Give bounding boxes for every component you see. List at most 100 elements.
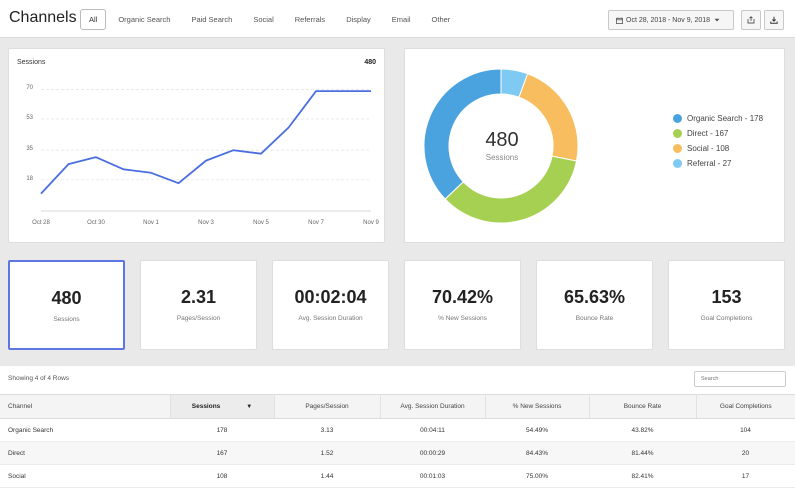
table-cell: 1.52 — [274, 441, 380, 465]
legend-item[interactable]: Social - 108 — [673, 141, 763, 156]
y-tick-label: 35 — [26, 146, 33, 153]
y-tick-label: 18 — [26, 175, 33, 182]
table-row[interactable]: Organic Search 178 3.13 00:04:11 54.49% … — [0, 418, 795, 442]
table-cell: 178 — [170, 418, 274, 442]
table-search-input[interactable] — [694, 371, 786, 387]
data-point[interactable] — [231, 147, 237, 153]
column-header-channel[interactable]: Channel — [0, 394, 171, 419]
table-cell: Organic Search — [0, 418, 170, 442]
table-cell: 108 — [170, 464, 274, 488]
metric-value: 480 — [51, 288, 82, 308]
tab-all[interactable]: All — [80, 9, 107, 30]
metric-label: Goal Completions — [700, 315, 753, 322]
column-header-bounce-rate[interactable]: Bounce Rate — [589, 394, 697, 419]
metric-card-bounce-rate[interactable]: 65.63% Bounce Rate — [536, 260, 653, 350]
export-button[interactable] — [741, 10, 761, 30]
data-point[interactable] — [121, 166, 127, 172]
metric-card-sessions[interactable]: 480 Sessions — [8, 260, 125, 350]
channel-donut-chart — [423, 68, 579, 224]
table-cell: 75.00% — [485, 464, 589, 488]
table-row[interactable]: Social 108 1.44 00:01:03 75.00% 82.41% 1… — [0, 464, 795, 488]
page-title: Channels — [9, 9, 77, 26]
top-bar: Channels All Organic Search Paid Search … — [0, 0, 795, 38]
x-tick-label: Oct 28 — [32, 220, 50, 226]
x-tick-label: Oct 30 — [87, 220, 105, 226]
column-header-label: Pages/Session — [305, 403, 349, 410]
data-point[interactable] — [203, 158, 209, 164]
legend-dot — [673, 144, 682, 153]
table-cell: 84.43% — [485, 441, 589, 465]
table-cell: 167 — [170, 441, 274, 465]
data-point[interactable] — [93, 154, 99, 160]
legend-label: Social - 108 — [687, 144, 730, 153]
tab-other[interactable]: Other — [431, 15, 451, 24]
column-header-label: Goal Completions — [719, 403, 772, 410]
legend-item[interactable]: Direct - 167 — [673, 126, 763, 141]
metric-card-avg-session-duration[interactable]: 00:02:04 Avg. Session Duration — [272, 260, 389, 350]
table-cell: 00:04:11 — [380, 418, 485, 442]
x-tick-label: Nov 5 — [253, 220, 269, 226]
metric-card-pages-session[interactable]: 2.31 Pages/Session — [140, 260, 257, 350]
table-row[interactable]: Direct 167 1.52 00:00:29 84.43% 81.44% 2… — [0, 441, 795, 465]
download-icon — [770, 16, 778, 24]
table-cell: Direct — [0, 441, 170, 465]
sessions-series-line[interactable] — [40, 90, 371, 195]
legend-item[interactable]: Referral - 27 — [673, 156, 763, 171]
table-cell: 54.49% — [485, 418, 589, 442]
channel-donut-card: 480 Sessions Organic Search - 178 Direct… — [404, 48, 785, 243]
download-button[interactable] — [764, 10, 784, 30]
column-header-label: % New Sessions — [512, 403, 562, 410]
data-point[interactable] — [341, 88, 347, 94]
metric-label: Sessions — [53, 316, 80, 323]
x-tick-label: Nov 1 — [143, 220, 159, 226]
legend-label: Organic Search - 178 — [687, 114, 764, 123]
data-point[interactable] — [66, 161, 72, 167]
donut-slice[interactable] — [444, 155, 578, 224]
data-point[interactable] — [258, 151, 264, 157]
data-point[interactable] — [368, 88, 374, 94]
y-tick-label: 53 — [26, 114, 33, 121]
y-tick-label: 70 — [26, 85, 33, 92]
channel-table: Channel Sessions ▼ Pages/Session Avg. Ses… — [0, 394, 795, 488]
legend-dot — [673, 129, 682, 138]
tab-paid-search[interactable]: Paid Search — [191, 15, 233, 24]
tab-display[interactable]: Display — [346, 15, 371, 24]
table-cell: 104 — [696, 418, 795, 442]
tab-referrals[interactable]: Referrals — [294, 15, 326, 24]
column-header-pages-session[interactable]: Pages/Session — [274, 394, 381, 419]
column-header-avg-session-duration[interactable]: Avg. Session Duration — [380, 394, 486, 419]
channel-table-section: Showing 4 of 4 Rows Channel Sessions ▼ Pa… — [0, 366, 795, 492]
tab-email[interactable]: Email — [391, 15, 411, 24]
data-point[interactable] — [38, 191, 44, 197]
column-header-new-sessions[interactable]: % New Sessions — [485, 394, 590, 419]
table-cell: 00:00:29 — [380, 441, 485, 465]
x-tick-label: Nov 3 — [198, 220, 214, 226]
date-range-picker[interactable]: Oct 28, 2018 - Nov 9, 2018 — [608, 10, 734, 30]
metric-card-new-sessions[interactable]: 70.42% % New Sessions — [404, 260, 521, 350]
table-cell: Social — [0, 464, 170, 488]
sessions-line-chart-card: Sessions 480 70 53 35 18 Oct 28 Oct 30 Nov 1 N… — [8, 48, 385, 243]
table-cell: 43.82% — [589, 418, 696, 442]
column-header-goal-completions[interactable]: Goal Completions — [696, 394, 795, 419]
table-cell: 3.13 — [274, 418, 380, 442]
data-point[interactable] — [176, 180, 182, 186]
legend-item[interactable]: Organic Search - 178 — [673, 111, 763, 126]
table-cell: 17 — [696, 464, 795, 488]
data-point[interactable] — [313, 88, 319, 94]
x-tick-label: Nov 9 — [363, 220, 379, 226]
data-point[interactable] — [148, 170, 154, 176]
donut-slice[interactable] — [423, 68, 502, 200]
tab-organic-search[interactable]: Organic Search — [118, 15, 171, 24]
metric-card-goal-completions[interactable]: 153 Goal Completions — [668, 260, 785, 350]
metric-label: Pages/Session — [176, 315, 221, 322]
legend-label: Direct - 167 — [687, 129, 729, 138]
data-point[interactable] — [286, 125, 292, 131]
metric-value: 00:02:04 — [294, 287, 367, 307]
legend-dot — [673, 159, 682, 168]
metric-label: Bounce Rate — [575, 315, 614, 322]
column-header-label: Avg. Session Duration — [400, 403, 465, 410]
metric-value: 70.42% — [431, 287, 494, 307]
tab-social[interactable]: Social — [253, 15, 274, 24]
metric-label: Avg. Session Duration — [298, 315, 363, 322]
column-header-sessions[interactable]: Sessions ▼ — [170, 394, 275, 419]
